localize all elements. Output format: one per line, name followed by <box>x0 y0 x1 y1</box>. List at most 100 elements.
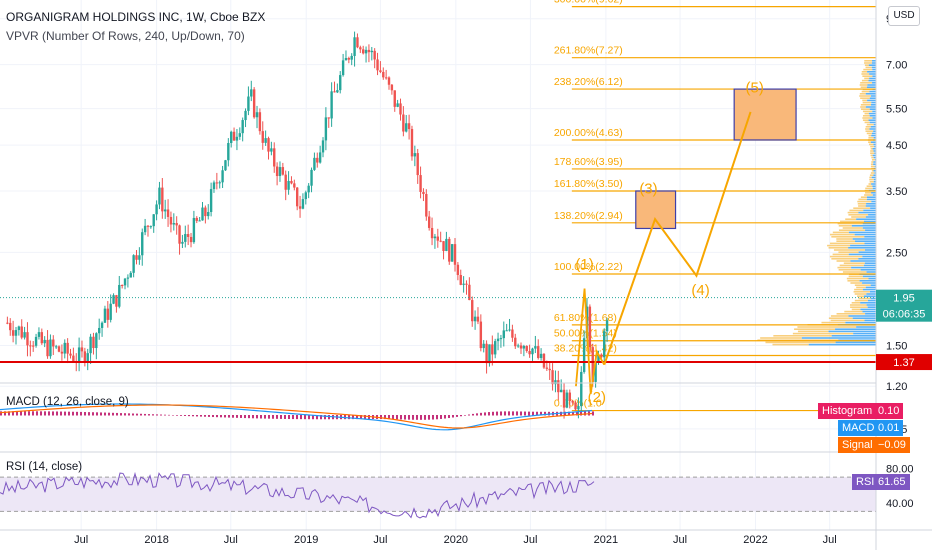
vp-row-down <box>868 134 872 137</box>
candle-body <box>373 50 376 60</box>
candle-body <box>37 332 41 337</box>
vp-row-up <box>870 95 876 97</box>
vpvr-indicator-label[interactable]: VPVR (Number Of Rows, 240, Up/Down, 70) <box>6 29 245 43</box>
vp-row-down <box>794 328 836 330</box>
vp-row-down <box>836 313 866 315</box>
vp-row-down <box>857 295 864 297</box>
candle-body <box>212 182 216 190</box>
vp-row-down <box>851 216 866 218</box>
vp-row-up <box>873 130 876 132</box>
candle-body <box>215 182 219 184</box>
macd-histogram-bar <box>420 415 422 420</box>
vp-row-down <box>838 225 852 227</box>
candle-body <box>34 336 38 346</box>
macd-histogram-bar <box>520 411 522 416</box>
macd-histogram-bar <box>100 412 102 416</box>
macd-histogram-bar <box>316 415 318 420</box>
currency-button[interactable]: USD <box>888 6 920 26</box>
vp-row-up <box>867 99 876 102</box>
candle-body <box>201 207 204 221</box>
macd-histogram-bar <box>16 411 18 416</box>
candle-body <box>539 353 543 358</box>
macd-histogram-bar <box>324 415 326 420</box>
time-tick-label: 2020 <box>444 534 468 546</box>
vp-row-up <box>869 73 876 75</box>
vp-row-up <box>863 220 876 223</box>
vp-row-up <box>873 163 876 165</box>
candle-body <box>519 345 523 349</box>
macd-pane-label[interactable]: MACD (12, 26, close, 9) <box>6 396 129 408</box>
candle-body <box>390 84 394 91</box>
vp-row-down <box>868 183 872 185</box>
macd-histogram-bar <box>388 415 390 420</box>
vp-row-down <box>865 126 871 128</box>
macd-histogram-bar <box>572 411 574 416</box>
candle-body <box>247 96 250 111</box>
candle-body <box>77 347 81 362</box>
candle-body <box>316 157 319 163</box>
macd-histogram-bar <box>308 415 310 420</box>
macd-histogram-bar <box>264 415 266 419</box>
candle-body <box>112 295 115 304</box>
macd-histogram-bar <box>112 412 114 416</box>
vp-row-up <box>869 115 876 117</box>
vp-row-up <box>871 66 876 69</box>
vp-row-down <box>868 141 871 143</box>
candle-body <box>482 343 485 349</box>
candle-body <box>20 326 23 338</box>
vp-row-down <box>838 269 861 271</box>
macd-histogram-bar <box>460 415 462 417</box>
vp-row-up <box>874 152 876 154</box>
vp-row-down <box>870 145 875 148</box>
price-tick-label: 4.50 <box>886 140 907 152</box>
candle-body <box>17 326 21 331</box>
macd-histogram-bar <box>524 411 526 416</box>
candle-body <box>327 117 330 119</box>
vp-row-down <box>863 68 873 71</box>
wave-1-2-path <box>575 288 606 395</box>
time-tick-label: Jul <box>823 534 837 546</box>
macd-histogram-bar <box>172 415 174 416</box>
candle-body <box>427 216 431 228</box>
vp-row-up <box>873 178 876 181</box>
price-tick-label: 3.50 <box>886 186 907 198</box>
macd-histogram-bar <box>156 414 158 416</box>
candle-body <box>402 114 405 132</box>
wave-label: (3) <box>639 181 657 198</box>
vp-row-up <box>828 330 876 333</box>
vp-row-down <box>831 258 859 260</box>
vp-row-down <box>864 64 869 66</box>
vp-row-up <box>874 165 876 168</box>
candle-body <box>387 77 391 85</box>
candle-body <box>499 338 503 340</box>
vp-row-up <box>808 343 876 346</box>
candle-body <box>465 283 468 285</box>
candle-body <box>258 112 262 132</box>
candle-body <box>473 316 477 322</box>
candle-body <box>396 103 399 107</box>
vp-row-down <box>866 132 872 135</box>
vp-row-down <box>860 104 872 106</box>
support-price-label: 1.37 <box>893 357 914 369</box>
macd-histogram-bar <box>184 415 186 416</box>
macd-histogram-bar <box>192 415 194 417</box>
candle-body <box>118 284 121 307</box>
rsi-pane-label[interactable]: RSI (14, close) <box>6 461 83 473</box>
candle-body <box>502 330 505 339</box>
vp-row-down <box>860 97 870 99</box>
vp-row-down <box>864 194 873 196</box>
candle-body <box>109 303 112 320</box>
candle-body <box>333 91 336 93</box>
macd-histogram-bar <box>104 412 106 416</box>
candle-body <box>330 91 333 119</box>
vp-row-up <box>872 82 876 84</box>
vp-row-down <box>847 211 859 214</box>
vp-row-down <box>864 62 872 64</box>
candle-body <box>493 341 497 355</box>
candle-body <box>152 214 155 227</box>
vp-row-up <box>868 119 876 121</box>
vp-row-down <box>871 161 874 163</box>
macd-histogram-bar <box>212 415 214 418</box>
